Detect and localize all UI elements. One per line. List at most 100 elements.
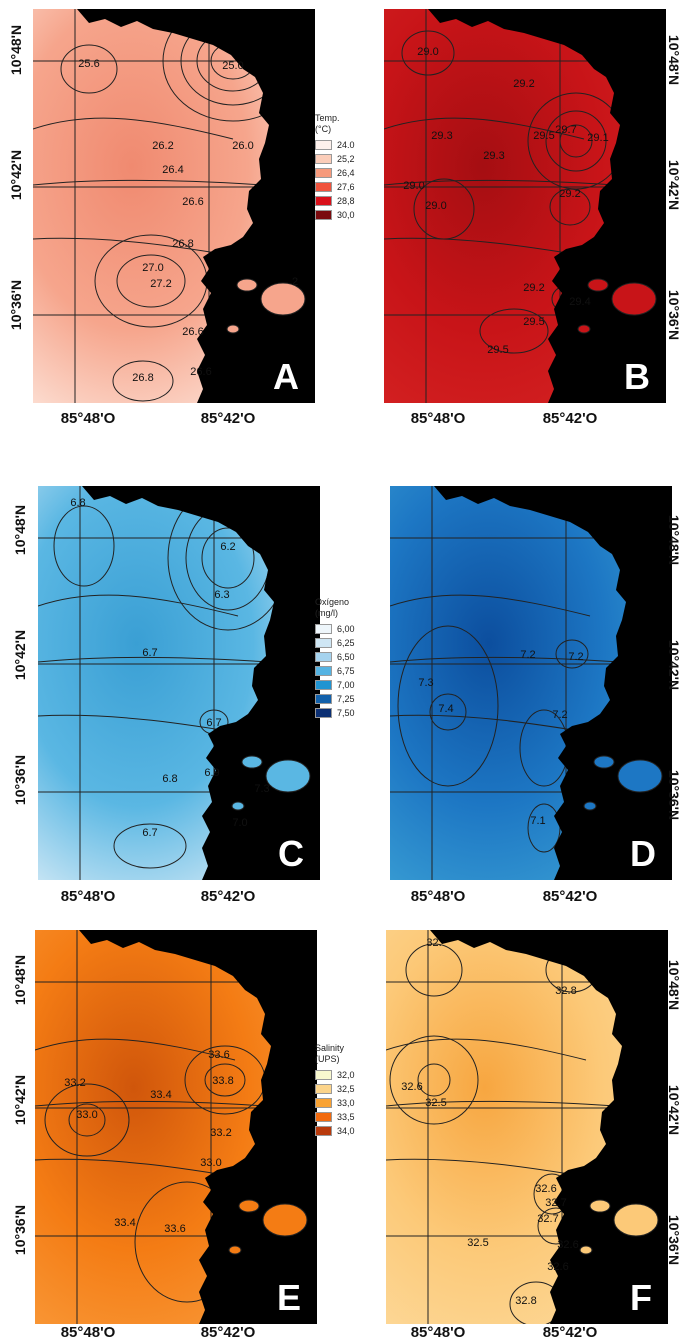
legend-label: 6,00 [337, 624, 355, 634]
contour-label: 29.0 [417, 46, 438, 58]
contour-label: 32.6 [557, 1239, 578, 1251]
legend-item: 32,5 [315, 1082, 355, 1096]
contour-line [389, 1035, 479, 1125]
lat-label: 10°36'N [666, 769, 682, 821]
contour-map: 33.6 33.8 33.4 33.2 33.0 33.2 33.0 33.4 33.6 [35, 930, 317, 1324]
inlet [260, 282, 306, 316]
legend-item: 6,50 [315, 650, 355, 664]
inlet [587, 278, 609, 292]
legend-swatch [315, 1112, 332, 1122]
contour-label: 32. [426, 937, 441, 949]
lon-label: 85°42'O [542, 888, 598, 905]
contour-label: 29.5 [487, 344, 508, 356]
contour-line [204, 1063, 246, 1097]
inlet [241, 755, 263, 769]
legend-title: Salinity [315, 1043, 345, 1053]
contour-label: 29.3 [431, 130, 452, 142]
legend-swatch [315, 680, 332, 690]
map-panel-e: 33.6 33.8 33.4 33.2 33.0 33.2 33.0 33.4 33.6 E [35, 930, 317, 1324]
land-mass [79, 930, 317, 1324]
lat-label: 10°48'N [666, 959, 682, 1011]
contour-map: 25.6 25.0 26.2 26.0 26.4 26.6 26.8 27.0 27.2 26.6… [33, 9, 315, 403]
contour-label: 26.8 [172, 238, 193, 250]
contour-map: 7.3 7.4 7.2 7.2 7.2 7.1 [390, 486, 672, 880]
contour-line [417, 1063, 451, 1097]
legend-label: 30,0 [337, 210, 355, 220]
legend-title: Oxígeno [315, 597, 350, 607]
map-panel-a: 25.6 25.0 26.2 26.0 26.4 26.6 26.8 27.0 27.2 26.6… [33, 9, 315, 403]
land-mass [428, 9, 666, 403]
inlet [589, 1199, 611, 1213]
lat-label: 10°42'N [8, 149, 24, 201]
contour-label: 6.9 [204, 767, 219, 779]
legend-swatch [315, 638, 332, 648]
contour-label: 33.0 [200, 1157, 221, 1169]
map-panel-f: 32. 32.8 32.6 32.5 32.6 32.7 32.7 32.5 32.6 32.6 3… [386, 930, 668, 1324]
contour-line [555, 639, 589, 669]
inlet [238, 1199, 260, 1213]
contour-line [401, 30, 455, 76]
legend-label: 6,75 [337, 666, 355, 676]
legend-item: 7,50 [315, 706, 355, 720]
panel-letter: D [630, 833, 656, 874]
panel-letter: B [624, 356, 650, 397]
contour-line [429, 693, 467, 731]
legend-label: 33,5 [337, 1112, 355, 1122]
contour-line [116, 254, 186, 308]
contour-label: 32.5 [467, 1237, 488, 1249]
inlet [613, 1203, 659, 1237]
legend-title: Temp. [315, 113, 340, 123]
legend-label: 32,5 [337, 1084, 355, 1094]
legend-label: 7,25 [337, 694, 355, 704]
contour-line [68, 1103, 106, 1137]
lat-label: 10°36'N [12, 754, 28, 806]
lat-label: 10°48'N [12, 504, 28, 556]
lat-label: 10°42'N [666, 159, 682, 211]
contour-label: 27.2 [150, 278, 171, 290]
contour-line [386, 1038, 587, 1061]
legend-label: 6,50 [337, 652, 355, 662]
inlet [617, 759, 663, 793]
contour-label: 29.2 [513, 78, 534, 90]
lon-label: 85°48'O [410, 410, 466, 427]
contour-label: 29.0 [425, 200, 446, 212]
lon-label: 85°48'O [410, 1324, 466, 1341]
legend-swatch [315, 1126, 332, 1136]
contour-label: 32.6 [535, 1183, 556, 1195]
inlet [583, 801, 597, 811]
contour-label: 29.2 [559, 188, 580, 200]
panel-letter: E [276, 1277, 301, 1318]
contour-line [384, 117, 585, 140]
contour-label: 6.3 [214, 589, 229, 601]
land-mass [82, 486, 320, 880]
legend-label: 6,25 [337, 638, 355, 648]
legend-unit: (UPS) [315, 1054, 340, 1064]
contour-line [60, 44, 118, 94]
contour-line [44, 1083, 130, 1157]
lon-label: 85°42'O [200, 1324, 256, 1341]
legend-item: 33,0 [315, 1096, 355, 1110]
contour-line [545, 110, 607, 172]
lat-label: 10°42'N [12, 1074, 28, 1126]
contour-label: 32.8 [555, 985, 576, 997]
contour-map: 29.029.229.329.329.5 29.729.129.029.029.2… [384, 9, 666, 403]
contour-label: 7.4 [438, 703, 453, 715]
legend-item: 27,6 [315, 180, 355, 194]
contour-label: 2 [292, 276, 298, 288]
legend-temperature: Temp. (°C) 24.0 25,2 26,4 27,6 28,8 30,0 [315, 113, 355, 222]
contour-label: 32.7 [545, 1197, 566, 1209]
legend-label: 32,0 [337, 1070, 355, 1080]
lon-label: 85°42'O [542, 410, 598, 427]
panel-letter: F [630, 1277, 652, 1318]
legend-item: 6,00 [315, 622, 355, 636]
contour-label: 33.2 [64, 1077, 85, 1089]
map-panel-d: 7.3 7.4 7.2 7.2 7.2 7.1 D [390, 486, 672, 880]
legend-oxygen: Oxígeno (mg/l) 6,00 6,25 6,50 6,75 7,00 7,25 7… [315, 597, 355, 720]
legend-swatch [315, 624, 332, 634]
lat-label: 10°36'N [666, 1214, 682, 1266]
legend-swatch [315, 1084, 332, 1094]
legend-label: 7,00 [337, 680, 355, 690]
inlet [579, 1245, 593, 1255]
panel-letter: A [273, 356, 299, 397]
panel-letter: C [278, 833, 304, 874]
